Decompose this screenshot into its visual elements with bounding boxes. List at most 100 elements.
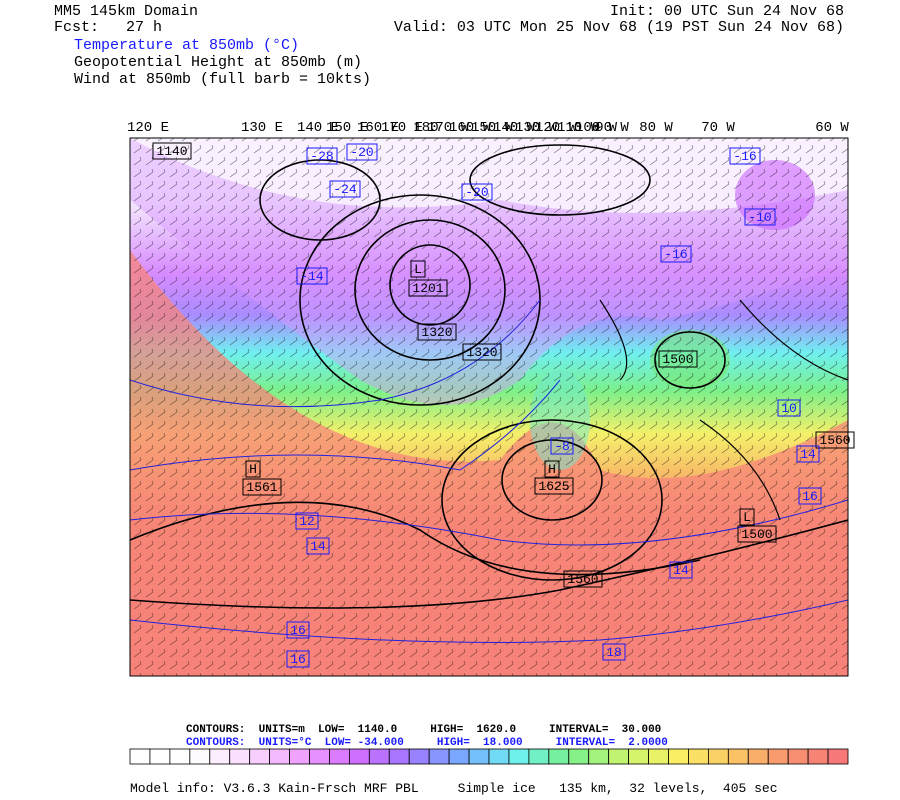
- contour-label-box: [306, 537, 330, 555]
- longitude-label: 90 W: [595, 120, 629, 136]
- contour-label: L: [414, 262, 422, 277]
- contour-label: 10: [781, 401, 797, 416]
- color-bar-box: [348, 748, 370, 765]
- color-bar-box: [169, 748, 191, 765]
- contour-label: -28: [310, 149, 333, 164]
- contour-label-box: [534, 477, 574, 495]
- contour-label-box: [296, 267, 328, 285]
- longitude-label: 80 W: [639, 120, 673, 136]
- longitude-label: 120 W: [535, 120, 578, 136]
- contour-label-box: [544, 460, 560, 478]
- contour-label: 1500: [741, 527, 772, 542]
- longitude-label: 150 E: [326, 120, 368, 136]
- color-bar-box: [727, 748, 749, 765]
- longitude-label: 110 W: [557, 120, 600, 136]
- color-bar-box: [408, 748, 430, 765]
- color-bar-box: [608, 748, 630, 765]
- contour-label-box: [669, 561, 693, 579]
- longitude-label: 130 E: [241, 120, 283, 136]
- contour-label: 1320: [421, 325, 452, 340]
- contour-label: 1560: [567, 572, 598, 587]
- color-bar-box: [747, 748, 769, 765]
- longitude-label: 130 W: [515, 120, 558, 136]
- contour-label-box: [798, 487, 822, 505]
- contour-label-box: [660, 245, 692, 263]
- contour-label: -14: [300, 269, 324, 284]
- color-bar-box: [329, 748, 350, 765]
- color-bar-box: [189, 748, 211, 765]
- color-bar-box: [767, 748, 789, 765]
- color-bar-box: [229, 748, 251, 765]
- contour-label: -8: [554, 439, 570, 454]
- contour-label-box: [729, 147, 761, 165]
- contour-height: CONTOURS: UNITS=m LOW= 1140.0 HIGH= 1620…: [186, 724, 662, 736]
- contour-label: -16: [733, 149, 756, 164]
- color-bar-box: [249, 748, 271, 765]
- contour-label-box: [777, 399, 801, 417]
- longitude-label: 140 W: [493, 120, 536, 136]
- color-bar-box: [648, 748, 669, 765]
- longitude-label: 160 E: [357, 120, 399, 136]
- color-bar-box: [289, 748, 310, 765]
- contour-label-box: [461, 183, 493, 201]
- valid-time: Valid: 03 UTC Mon 25 Nov 68 (19 PST Sun …: [393, 19, 844, 36]
- field-temperature: Temperature at 850mb (°C): [74, 37, 300, 54]
- forecast-hours: 27 h: [126, 19, 163, 36]
- color-bar-box: [787, 748, 809, 765]
- contour-label: H: [249, 462, 257, 477]
- contour-label-box: [563, 570, 603, 588]
- contour-label-box: [744, 208, 776, 226]
- contour-label: 1561: [246, 480, 277, 495]
- color-bar-box: [488, 748, 510, 765]
- longitude-label: 140 E: [297, 120, 339, 136]
- longitude-label: 120 E: [127, 120, 169, 136]
- contour-label: H: [548, 462, 556, 477]
- color-bar-box: [707, 748, 729, 765]
- contour-label-box: [417, 323, 457, 341]
- longitude-label: 70 W: [701, 120, 735, 136]
- contour-label: -20: [465, 185, 488, 200]
- color-bar-box: [628, 748, 649, 765]
- forecast-label: Fcst:: [54, 19, 100, 36]
- contour-label: 14: [800, 447, 816, 462]
- longitude-label: 100 W: [575, 120, 618, 136]
- contour-label-box: [242, 478, 282, 496]
- contour-label-box: [152, 142, 192, 160]
- contour-label: 1625: [538, 479, 569, 494]
- longitude-label: 170 W: [427, 120, 470, 136]
- map-field: [130, 138, 848, 676]
- contour-label: -16: [664, 247, 687, 262]
- contour-label: 1320: [466, 345, 497, 360]
- contour-label-box: [295, 512, 319, 530]
- contour-temperature: CONTOURS: UNITS=°C LOW= -34.000 HIGH= 18…: [186, 737, 668, 749]
- contour-label-box: [408, 279, 448, 297]
- contour-label: -24: [333, 182, 357, 197]
- init-time: Init: 00 UTC Sun 24 Nov 68: [609, 3, 844, 20]
- color-bar-box: [269, 748, 290, 765]
- longitude-label: 150 W: [471, 120, 514, 136]
- color-bar-box: [588, 748, 610, 765]
- color-bar-box: [688, 748, 709, 765]
- contour-label-box: [658, 350, 698, 368]
- contour-label: 1201: [412, 281, 443, 296]
- color-bar-box: [508, 748, 530, 765]
- contour-label-box: [286, 650, 310, 668]
- contour-label-box: [245, 460, 261, 478]
- contour-label: -10: [748, 210, 771, 225]
- contour-label-box: [602, 643, 626, 661]
- color-bar-box: [368, 748, 390, 765]
- color-bar-box: [668, 748, 689, 765]
- color-bar-box: [528, 748, 550, 765]
- color-bar-box: [568, 748, 590, 765]
- field-wind: Wind at 850mb (full barb = 10kts): [74, 71, 372, 88]
- contour-label-box: [329, 180, 361, 198]
- contour-label-box: [462, 343, 502, 361]
- longitude-label: 160 W: [449, 120, 492, 136]
- color-bar-box: [428, 748, 450, 765]
- contour-label: 18: [606, 645, 622, 660]
- contour-label: 16: [290, 652, 306, 667]
- contour-label: 14: [310, 539, 326, 554]
- contour-label-box: [286, 621, 310, 639]
- contour-label: -20: [350, 145, 373, 160]
